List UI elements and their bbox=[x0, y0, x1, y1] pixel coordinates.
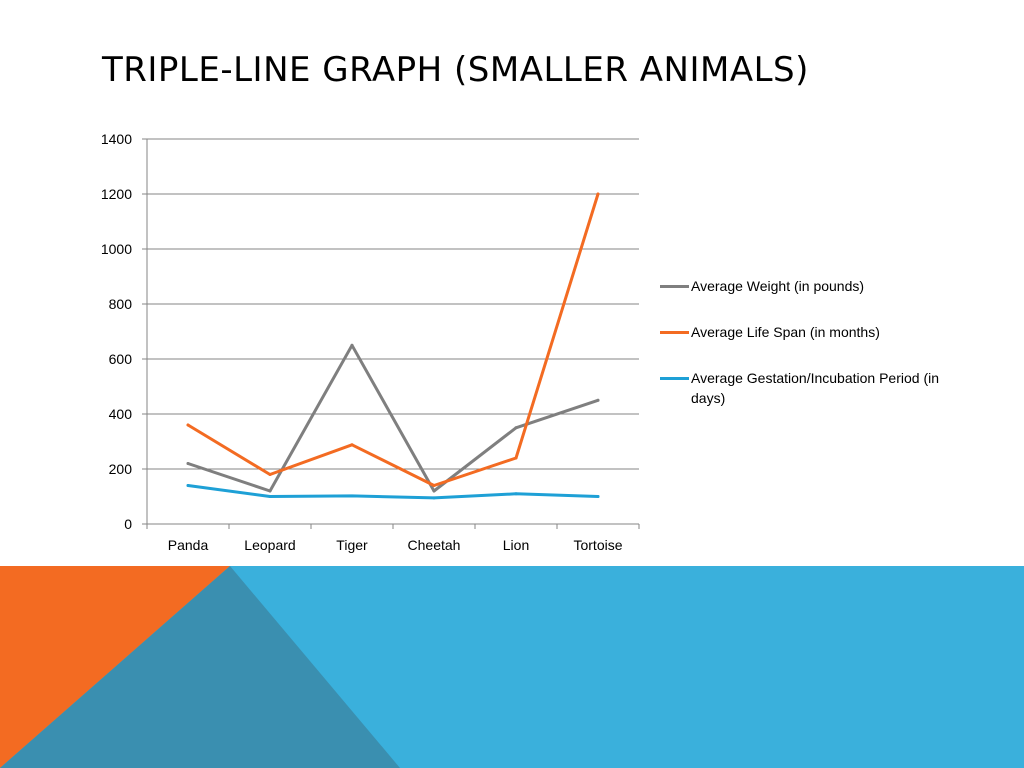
series-1-point bbox=[514, 426, 518, 430]
series-2-point bbox=[432, 484, 436, 487]
y-tick-label: 400 bbox=[109, 406, 133, 422]
series-2-point bbox=[350, 443, 354, 447]
x-tick-label: Lion bbox=[503, 537, 529, 553]
x-tick-label: Leopard bbox=[244, 537, 295, 553]
y-tick-label: 600 bbox=[109, 351, 133, 367]
line-chart: 0 200 400 600 800 1000 1200 1400 Panda Leopard Tig… bbox=[101, 131, 640, 553]
series-2-point bbox=[186, 423, 190, 427]
series-2-point bbox=[514, 456, 518, 460]
slide-title: TRIPLE-LINE GRAPH (SMALLER ANIMALS) bbox=[102, 50, 809, 90]
series-2-point bbox=[596, 192, 600, 196]
legend-swatch-life-span bbox=[660, 331, 689, 334]
series-1-point bbox=[596, 398, 600, 402]
legend-item-life-span: Average Life Span (in months) bbox=[660, 322, 940, 342]
y-tick-label: 1200 bbox=[101, 186, 132, 202]
chart-legend: Average Weight (in pounds) Average Life … bbox=[660, 276, 940, 434]
y-tick-label: 200 bbox=[109, 461, 133, 477]
series-1-point bbox=[186, 462, 190, 465]
y-tick-label: 1400 bbox=[101, 131, 132, 147]
y-tick-label: 1000 bbox=[101, 241, 132, 257]
series-line-1 bbox=[186, 343, 600, 493]
legend-swatch-weight bbox=[660, 285, 689, 288]
y-tick-label: 0 bbox=[124, 516, 132, 532]
series-3-point bbox=[268, 495, 272, 498]
legend-label-gestation: Average Gestation/Incubation Period (in … bbox=[691, 370, 940, 406]
series-3-point bbox=[514, 492, 518, 496]
legend-item-weight: Average Weight (in pounds) bbox=[660, 276, 940, 296]
series-2-point bbox=[268, 473, 272, 476]
legend-item-gestation: Average Gestation/Incubation Period (in … bbox=[660, 368, 940, 408]
series-3-point bbox=[350, 494, 354, 498]
x-tick-label: Panda bbox=[168, 537, 209, 553]
legend-label-weight: Average Weight (in pounds) bbox=[691, 278, 865, 294]
x-tick-label: Tiger bbox=[336, 537, 368, 553]
series-1-point bbox=[268, 489, 272, 493]
series-1-point bbox=[350, 343, 354, 347]
series-line-3 bbox=[186, 484, 600, 500]
series-line-2 bbox=[186, 192, 600, 487]
series-1-point bbox=[432, 489, 436, 493]
legend-swatch-gestation bbox=[660, 377, 689, 380]
x-tick-label: Cheetah bbox=[408, 537, 461, 553]
footer-dark-blue-triangle bbox=[0, 566, 400, 768]
y-tick-label: 800 bbox=[109, 296, 133, 312]
legend-label-life-span: Average Life Span (in months) bbox=[691, 324, 880, 340]
series-3-point bbox=[186, 484, 190, 487]
series-3-point bbox=[596, 495, 600, 498]
x-tick-label: Tortoise bbox=[573, 537, 622, 553]
series-3-point bbox=[432, 496, 436, 500]
